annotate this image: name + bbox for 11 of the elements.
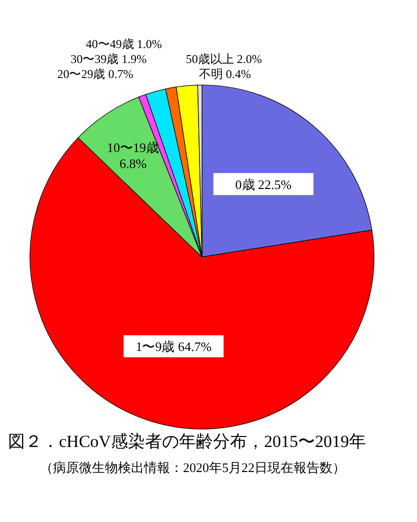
slice-label: 不明 0.4%: [198, 67, 251, 81]
slice-label: 50歳以上 2.0%: [186, 52, 262, 66]
text: 図２．cHCoV感染者の年齢分布，2015〜2019年: [8, 431, 367, 453]
text: （病原微生物検出情報：2020年5月22日現在報告数）: [40, 459, 346, 477]
slice-label: 1〜9歳 64.7%: [136, 339, 212, 354]
slice-label: 0歳 22.5%: [235, 177, 292, 192]
slice-label: 40〜49歳 1.0%: [86, 37, 162, 51]
slice-label: 10〜19歳: [107, 140, 160, 156]
slice-label: 20〜29歳 0.7%: [57, 67, 134, 81]
data-label: 6.8%: [119, 156, 147, 172]
slice-label: 30〜39歳 1.9%: [70, 52, 147, 66]
